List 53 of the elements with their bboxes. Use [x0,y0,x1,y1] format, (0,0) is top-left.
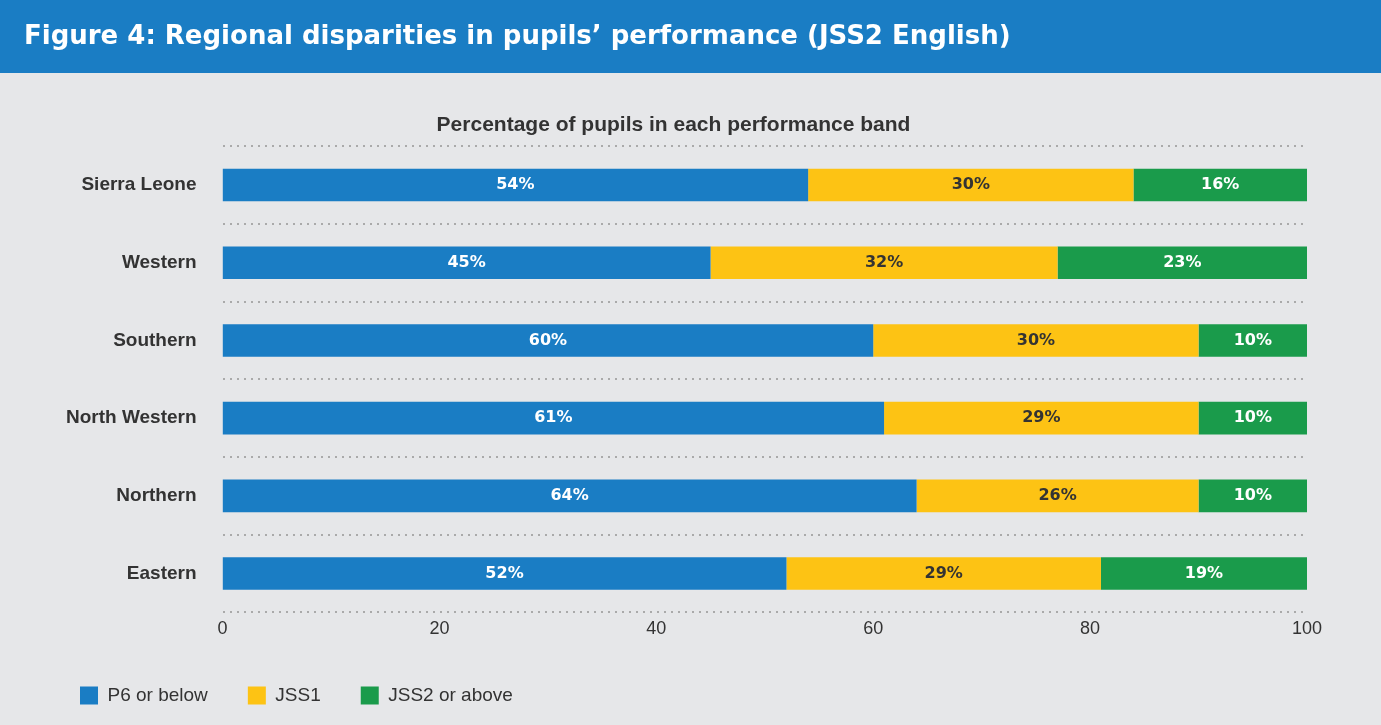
data-label: 29% [924,562,963,582]
data-label: 30% [1016,329,1056,349]
legend-label: P6 or below [107,683,209,705]
data-label: 52% [485,562,524,582]
bar [222,479,917,513]
chart-subtitle: Percentage of pupils in each performance band [436,112,911,136]
bar [710,246,1058,280]
data-label: 10% [1233,329,1272,349]
data-label: 26% [1038,485,1077,505]
y-tick-label: Southern [113,328,197,350]
data-label: 16% [1201,174,1240,194]
x-tick-label: 60 [863,618,884,639]
bar [1198,401,1307,435]
bar [873,324,1199,357]
data-label: 54% [496,174,535,194]
bar [222,401,885,435]
legend-label: JSS2 or above [388,683,513,705]
bar [786,557,1101,590]
y-tick-label: Eastern [126,561,197,583]
bar [1198,479,1307,513]
data-label: 61% [534,407,573,427]
y-tick-label: Western [121,250,197,272]
legend-label: JSS1 [275,683,321,705]
x-tick-label: 0 [217,618,228,639]
data-label: 10% [1233,485,1272,505]
data-label: 19% [1184,562,1224,582]
bar [222,168,809,202]
data-label: 23% [1163,251,1202,271]
bar [222,246,711,280]
bar [1198,324,1307,357]
data-label: 29% [1022,407,1061,427]
bar [1133,168,1307,202]
data-label: 45% [447,251,486,271]
x-tick-label: 40 [646,618,667,639]
y-tick-label: Sierra Leone [81,173,197,195]
x-tick-label: 20 [429,618,450,639]
bar [1100,557,1307,590]
data-label: 10% [1233,407,1272,427]
y-tick-label: Northern [116,484,197,506]
bar [884,401,1199,435]
bar [1057,246,1307,280]
bar [916,479,1199,513]
x-tick-label: 100 [1291,618,1323,639]
bar [222,324,874,357]
bar [808,168,1134,202]
data-label: 60% [528,329,568,349]
y-tick-label: North Western [65,406,197,428]
chart-title: Figure 4: Regional disparities in pupils’ performance (JSS2 English) [0,0,1381,73]
bar [222,557,787,590]
x-tick-label: 80 [1080,618,1101,639]
data-label: 30% [951,174,990,194]
data-label: 32% [864,251,904,271]
data-label: 64% [550,485,589,505]
